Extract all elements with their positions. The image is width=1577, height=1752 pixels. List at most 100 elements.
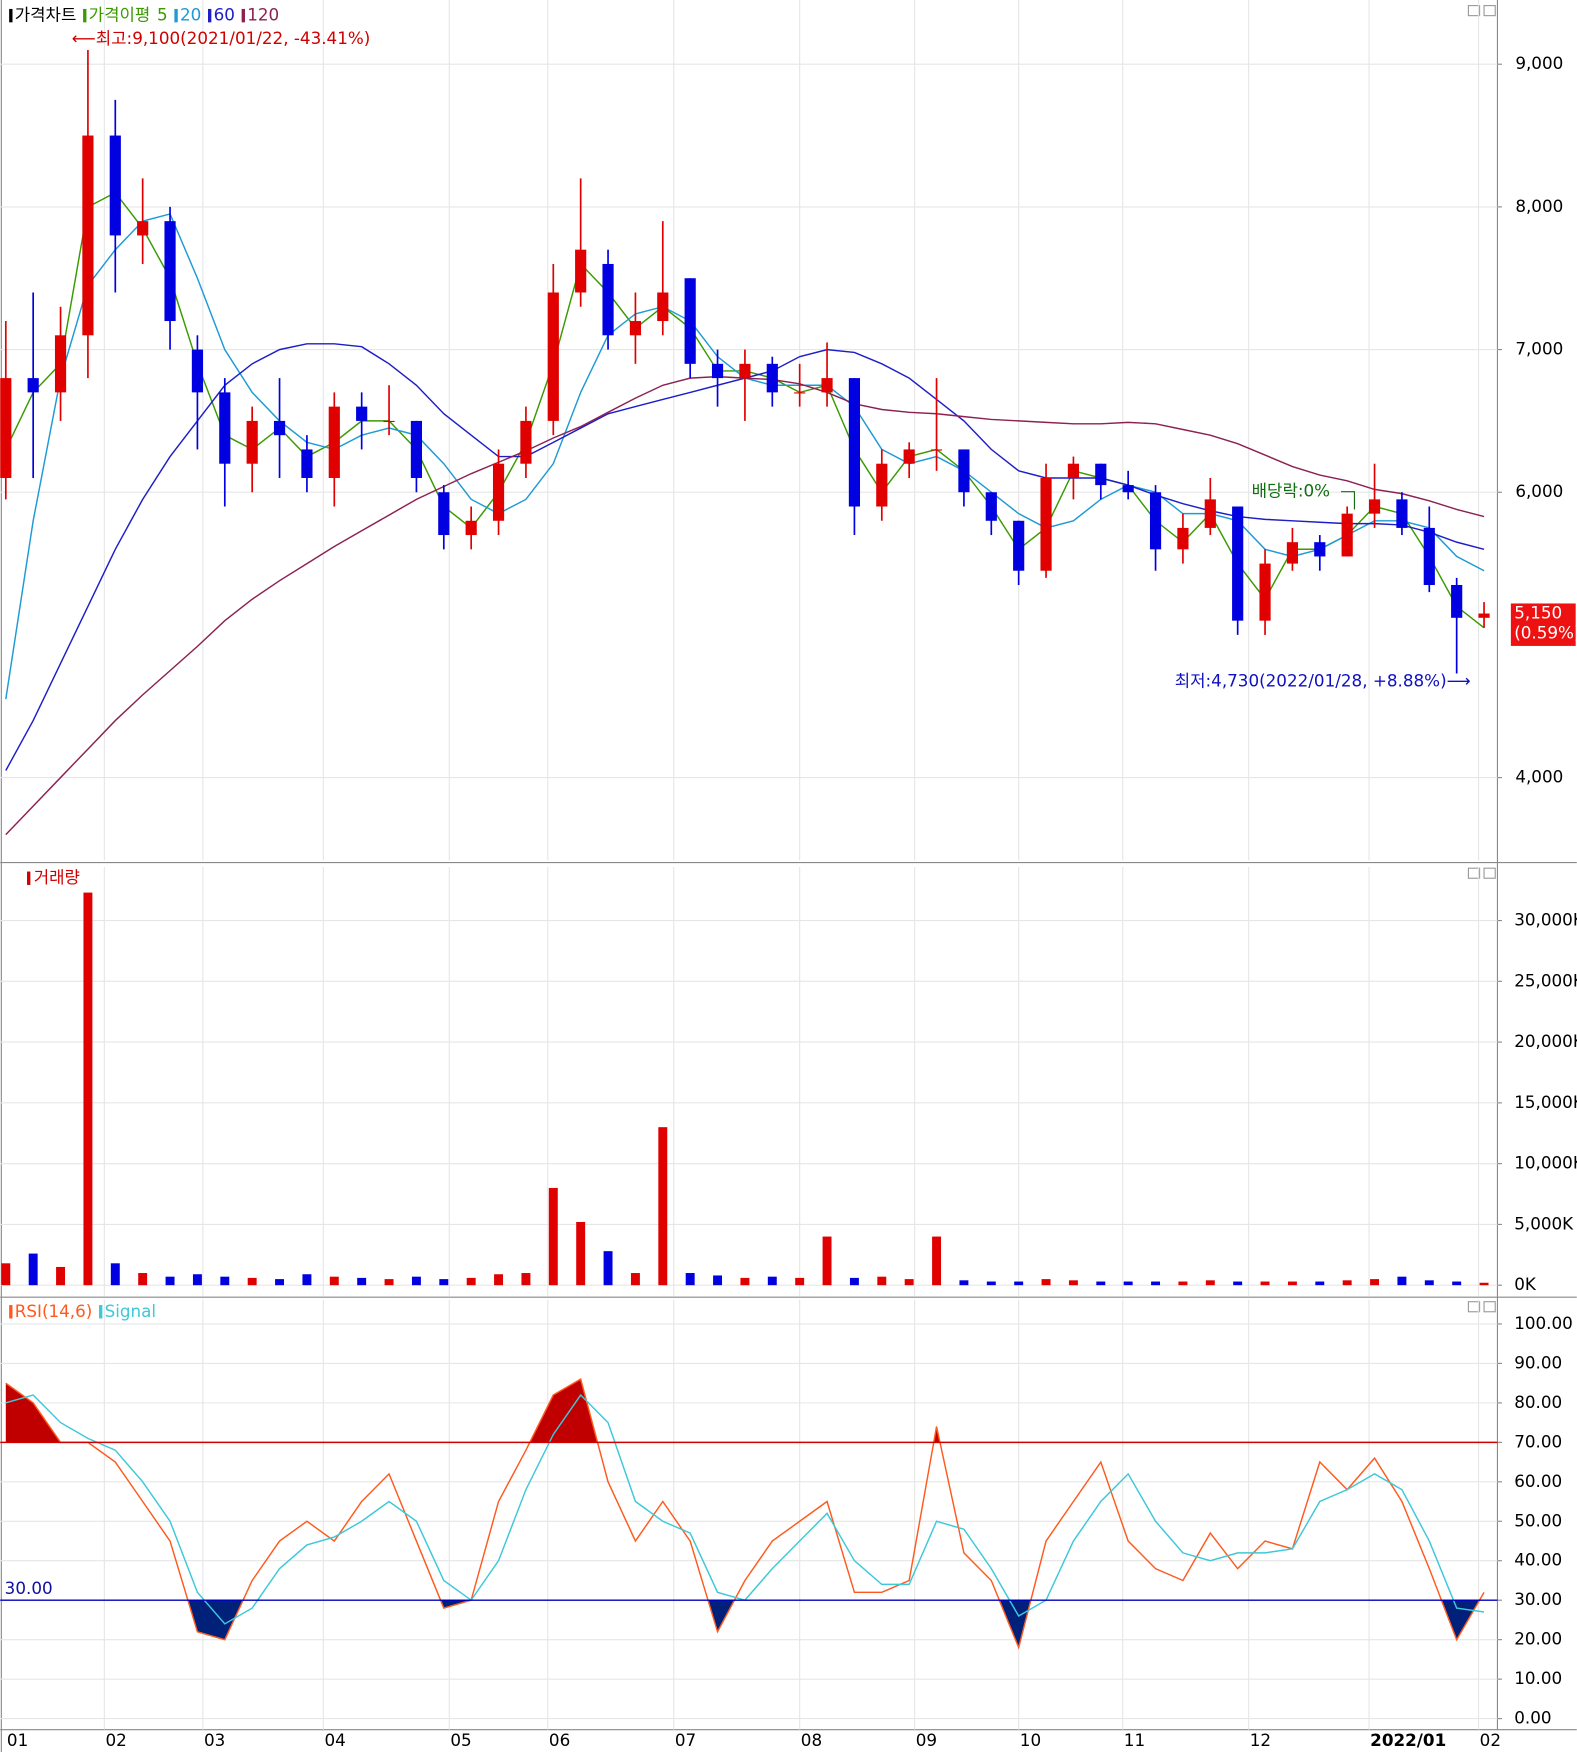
bar — [110, 1263, 120, 1286]
annotation-arrow — [1341, 491, 1355, 510]
candle-body — [1095, 463, 1107, 486]
candle-body — [1423, 527, 1435, 585]
bar — [1178, 1281, 1188, 1286]
x-tick-label: 07 — [675, 1730, 696, 1750]
bar — [1096, 1281, 1106, 1286]
y-tick-label: 0.00 — [1514, 1708, 1551, 1728]
window-button[interactable] — [1467, 867, 1481, 879]
bar — [220, 1276, 230, 1286]
bar — [275, 1279, 285, 1286]
bar — [658, 1127, 668, 1286]
candle-body — [684, 278, 696, 364]
candle-body — [821, 378, 833, 393]
bar — [1151, 1281, 1161, 1286]
bar — [1315, 1281, 1325, 1286]
window-button[interactable] — [1467, 1301, 1481, 1313]
window-button[interactable] — [1467, 5, 1481, 17]
y-tick-label: 50.00 — [1514, 1510, 1562, 1530]
legend-label: 가격차트 — [15, 5, 77, 25]
x-tick-label: 12 — [1250, 1730, 1271, 1750]
y-tick-label: 0K — [1514, 1274, 1537, 1294]
y-tick-label: 60.00 — [1514, 1471, 1562, 1491]
bar — [1397, 1276, 1407, 1286]
candle-body — [109, 135, 121, 236]
y-tick-label: 100.00 — [1514, 1313, 1573, 1333]
bar — [165, 1276, 175, 1286]
candle-body — [520, 420, 532, 464]
candle-body — [164, 221, 176, 322]
bar — [192, 1274, 202, 1286]
candle-body — [629, 321, 642, 336]
window-button[interactable] — [1483, 867, 1496, 879]
candle-body — [191, 349, 204, 393]
bar — [959, 1280, 969, 1286]
bar — [1342, 1280, 1352, 1286]
candle-body — [547, 292, 559, 421]
bar — [247, 1277, 257, 1286]
window-button[interactable] — [1483, 1301, 1496, 1313]
bar — [795, 1277, 805, 1286]
candle-body — [82, 135, 94, 336]
bar — [28, 1253, 38, 1286]
bar — [411, 1276, 421, 1286]
candle-body — [930, 449, 943, 451]
bar — [822, 1236, 832, 1286]
bar — [1479, 1282, 1489, 1286]
candle-body — [1259, 563, 1271, 621]
candle-body — [1314, 542, 1326, 557]
candle-body — [1122, 485, 1134, 493]
candle-body — [794, 392, 806, 394]
legend-label: 60 — [214, 5, 235, 25]
candle-body — [492, 463, 505, 521]
bar — [494, 1274, 504, 1286]
bar — [384, 1279, 394, 1286]
legend-marker — [83, 8, 87, 23]
annotation: 배당락:0% — [1252, 481, 1330, 501]
candle-body — [766, 363, 778, 393]
candle-body — [1149, 492, 1162, 550]
candle-body — [1204, 499, 1216, 528]
window-button[interactable] — [1483, 5, 1496, 17]
bar — [877, 1276, 887, 1286]
candle-body — [273, 420, 286, 436]
candle-body — [246, 420, 258, 464]
bar — [576, 1221, 586, 1286]
candle-body — [1232, 506, 1244, 621]
bar — [1068, 1280, 1078, 1286]
y-tick-label: 90.00 — [1514, 1352, 1562, 1372]
y-tick-label: 30.00 — [1514, 1589, 1562, 1609]
candle-body — [137, 221, 149, 236]
last-change-label: (0.59%) — [1514, 623, 1577, 643]
candle-body — [848, 378, 861, 507]
bar — [56, 1266, 66, 1286]
annotation: ⟵최고:9,100(2021/01/22, -43.41%) — [72, 28, 371, 48]
x-tick-label: 08 — [801, 1730, 822, 1750]
bar — [713, 1275, 723, 1286]
legend-marker — [174, 8, 178, 23]
y-tick-label: 10.00 — [1514, 1668, 1562, 1688]
y-tick-label: 80.00 — [1514, 1392, 1562, 1412]
y-tick-label: 25,000K — [1514, 970, 1577, 990]
bar — [685, 1273, 695, 1286]
x-tick-label: 04 — [324, 1730, 345, 1750]
bar — [986, 1281, 996, 1286]
bar — [1452, 1281, 1462, 1286]
y-tick-label: 8,000 — [1515, 196, 1563, 216]
bar — [329, 1276, 339, 1286]
x-tick-label: 06 — [549, 1730, 570, 1750]
y-tick-label: 7,000 — [1515, 339, 1563, 359]
candle-body — [410, 420, 423, 478]
candle-body — [54, 335, 67, 393]
legend-label: 거래량 — [34, 867, 80, 887]
candle-body — [1177, 527, 1189, 550]
bar — [138, 1273, 148, 1286]
candle-body — [465, 520, 477, 536]
x-tick-label: 05 — [450, 1730, 471, 1750]
candle-body — [575, 249, 587, 293]
legend-marker — [9, 8, 13, 23]
candle-body — [27, 378, 39, 393]
candle-body — [1368, 499, 1381, 514]
bar — [1205, 1280, 1215, 1286]
y-tick-label: 10,000K — [1514, 1153, 1577, 1173]
